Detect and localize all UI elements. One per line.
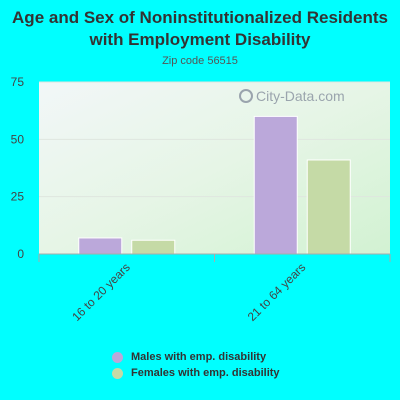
y-tick-label: 75 xyxy=(11,75,25,89)
bar-males-0 xyxy=(78,237,123,255)
watermark: City-Data.com xyxy=(239,88,345,104)
y-tick-label: 25 xyxy=(11,190,25,204)
legend-label-males: Males with emp. disability xyxy=(131,351,267,363)
legend-swatch-males xyxy=(112,351,123,363)
legend-item-males: Males with emp. disability xyxy=(112,349,280,365)
y-tick-label: 0 xyxy=(17,247,24,261)
legend-swatch-females xyxy=(112,367,123,379)
watermark-icon xyxy=(239,89,253,103)
legend-label-females: Females with emp. disability xyxy=(131,367,280,379)
legend-item-females: Females with emp. disability xyxy=(112,365,280,381)
bar-males-1 xyxy=(253,115,298,255)
chart-title: Age and Sex of Noninstitutionalized Resi… xyxy=(12,8,388,49)
legend: Males with emp. disability Females with … xyxy=(112,349,280,381)
chart-subtitle: Zip code 56515 xyxy=(162,55,238,67)
watermark-text: City-Data.com xyxy=(256,88,345,104)
bar-females-0 xyxy=(131,239,176,255)
bar-females-1 xyxy=(306,159,351,255)
x-tick-label: 21 to 64 years xyxy=(245,260,309,324)
x-tick-label: 16 to 20 years xyxy=(69,260,133,324)
y-tick-label: 50 xyxy=(11,132,25,146)
